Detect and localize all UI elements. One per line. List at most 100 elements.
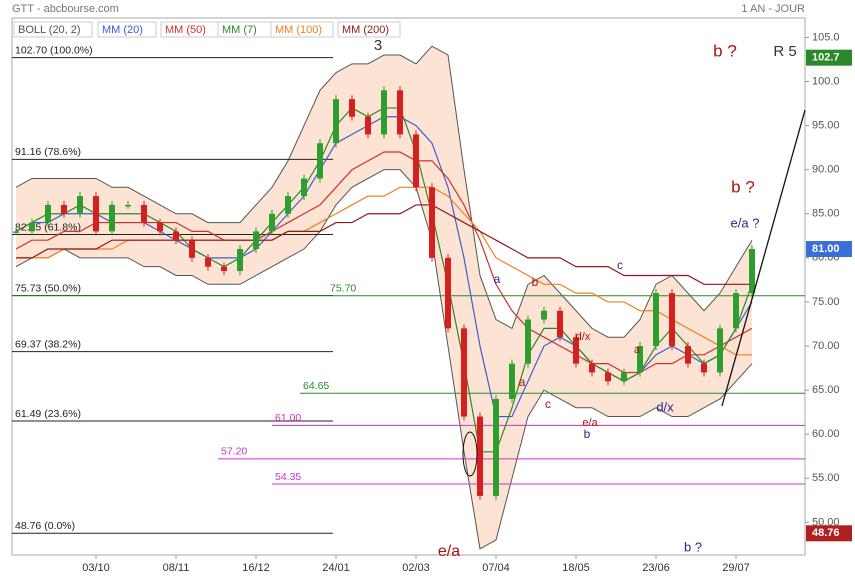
legend-box	[270, 21, 334, 38]
level-label: 75.70	[330, 283, 356, 295]
level-label: 69.37 (38.2%)	[15, 338, 81, 350]
candle	[109, 204, 115, 232]
y-tick-label: 95.00	[812, 119, 840, 131]
x-tick-label: 23/06	[642, 562, 670, 574]
annotation: b	[532, 275, 539, 289]
candle	[749, 249, 755, 294]
x-tick-label: 02/03	[402, 562, 430, 574]
price-tag	[806, 49, 852, 66]
price-tag-label: 102.7	[812, 52, 840, 64]
legend: BOLL (20, 2) MM (20) MM (50) MM (7) MM (100)…	[13, 21, 401, 38]
candle	[125, 204, 131, 207]
legend-label: MM (7)	[222, 24, 257, 36]
candle	[189, 240, 195, 258]
price-tag-label: 81.00	[812, 243, 840, 255]
header-period: 1 AN - JOUR	[741, 3, 805, 15]
candle	[429, 187, 435, 258]
legend-box	[97, 21, 157, 38]
level-label: 54.35	[275, 471, 301, 483]
annotation: b ?	[713, 41, 737, 60]
candle	[621, 372, 627, 382]
level-label: 61.00	[275, 412, 301, 424]
candle	[381, 90, 387, 135]
candle	[653, 293, 659, 347]
candle	[61, 204, 67, 214]
candle	[413, 134, 419, 188]
candle	[141, 204, 147, 223]
candle	[493, 398, 499, 496]
candle	[237, 249, 243, 272]
candle	[397, 90, 403, 135]
candle	[13, 231, 19, 233]
candle	[269, 213, 275, 232]
annotation: a	[519, 375, 526, 389]
x-tick-label: 24/01	[322, 562, 350, 574]
y-tick-label: 60.00	[812, 428, 840, 440]
candle	[333, 99, 339, 144]
annotation: e/a ?	[731, 215, 760, 230]
candle	[253, 231, 259, 250]
moving-average	[15, 151, 753, 374]
annotation: b ?	[731, 177, 755, 196]
candle	[477, 416, 483, 496]
y-tick-label: 90.00	[812, 164, 840, 176]
bollinger-upper	[15, 45, 753, 338]
price-tag	[806, 525, 852, 542]
candle	[301, 178, 307, 197]
y-tick-label: 70.00	[812, 340, 840, 352]
candle	[29, 222, 35, 232]
legend-label: MM (100)	[275, 24, 322, 36]
annotation: d/x	[656, 399, 674, 414]
annotation: e/a	[582, 417, 598, 429]
candle	[205, 257, 211, 267]
y-tick-label: 100.0	[812, 75, 840, 87]
annotation: b	[584, 427, 591, 441]
header-title: GTT - abcbourse.com	[12, 3, 119, 15]
annotation: c	[617, 258, 623, 272]
candle	[557, 310, 563, 338]
plot-frame	[11, 17, 806, 556]
level-label: 48.76 (0.0%)	[15, 520, 75, 532]
candle	[77, 196, 83, 214]
candle	[605, 372, 611, 382]
x-tick-label: 18/05	[562, 562, 590, 574]
price-tag-label: 48.76	[812, 527, 840, 539]
legend-label: BOLL (20, 2)	[18, 24, 81, 36]
candle	[317, 143, 323, 179]
level-label: 75.73 (50.0%)	[15, 282, 81, 294]
level-label: 57.20	[221, 446, 247, 458]
circle-mark	[462, 431, 478, 477]
y-tick-label: 85.00	[812, 208, 840, 220]
legend-box	[13, 21, 93, 38]
legend-label: MM (50)	[165, 24, 206, 36]
candle	[157, 222, 163, 232]
y-tick-label: 55.00	[812, 472, 840, 484]
candle	[349, 99, 355, 117]
candle	[221, 266, 227, 272]
candle	[733, 293, 739, 329]
annotation: 3	[374, 37, 382, 54]
x-tick-label: 08/11	[163, 562, 190, 574]
candle	[461, 328, 467, 417]
y-tick-label: 50.00	[812, 516, 840, 528]
candle	[509, 363, 515, 399]
candle	[573, 337, 579, 364]
y-tick-label: 65.00	[812, 384, 840, 396]
trend-line	[721, 109, 806, 407]
annotation: a	[634, 344, 641, 356]
candle	[717, 328, 723, 373]
level-label: 61.49 (23.6%)	[15, 408, 81, 420]
annotation: d/x	[576, 331, 591, 343]
annotation: c	[545, 397, 551, 411]
x-tick-label: 03/10	[82, 562, 110, 574]
level-label: 91.16 (78.6%)	[15, 146, 81, 158]
annotation: R 5	[773, 43, 796, 60]
candle	[173, 231, 179, 241]
x-tick-label: 07/04	[482, 562, 510, 574]
legend-label: MM (200)	[342, 24, 389, 36]
y-tick-label: 105.0	[812, 31, 840, 43]
annotation: e/a	[438, 543, 460, 560]
legend-label: MM (20)	[102, 24, 143, 36]
candle	[669, 293, 675, 347]
bollinger-fill	[16, 46, 752, 549]
